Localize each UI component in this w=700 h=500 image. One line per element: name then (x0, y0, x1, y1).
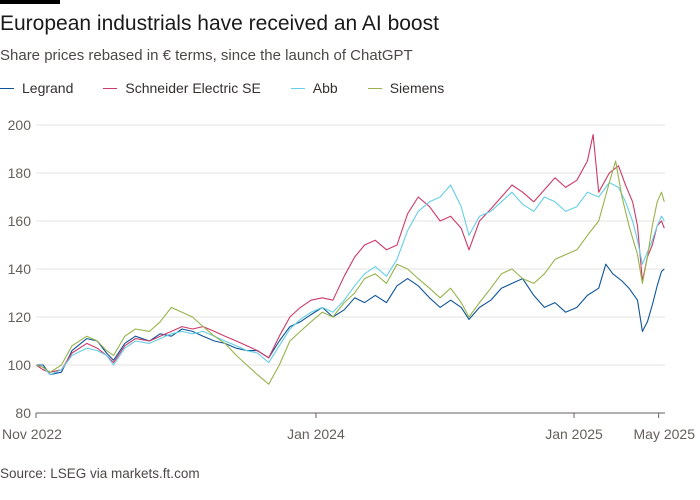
x-tick-label: May 2025 (634, 426, 696, 442)
x-tick-label: Nov 2022 (2, 426, 62, 442)
legend-item-legrand: Legrand (0, 80, 73, 96)
legend-item-abb: Abb (290, 80, 338, 96)
y-tick-label: 120 (8, 309, 32, 325)
legend-label: Abb (312, 80, 338, 96)
legend-swatch (0, 87, 14, 89)
legend-label: Schneider Electric SE (125, 80, 261, 96)
line-chart: 80 100 120 140 160 180 200 Nov 2022 Jan 2024 Jan … (2, 117, 696, 442)
legend-item-schneider-electric-se: Schneider Electric SE (103, 80, 261, 96)
series-line-schneider-electric-se (35, 134, 665, 373)
y-tick-label: 140 (8, 261, 32, 277)
legend-swatch (103, 87, 118, 89)
legend-swatch (290, 87, 305, 89)
x-tick-label: Jan 2024 (287, 426, 345, 442)
x-tick-label: Jan 2025 (545, 426, 603, 442)
chart-title: European industrials have received an AI… (0, 12, 439, 35)
legend-item-siemens: Siemens (367, 80, 445, 96)
series-line-abb (35, 182, 665, 376)
series-line-siemens (35, 160, 665, 385)
y-tick-label: 160 (8, 213, 32, 229)
y-tick-label: 180 (8, 165, 32, 181)
ft-accent-bar (0, 0, 60, 4)
legend-label: Legrand (22, 80, 74, 96)
y-tick-label: 100 (8, 357, 32, 373)
chart-subtitle: Share prices rebased in € terms, since t… (0, 47, 413, 64)
legend-label: Siemens (389, 80, 445, 96)
series-line-legrand (36, 263, 665, 376)
legend-swatch (367, 87, 382, 89)
legend: Legrand Schneider Electric SE Abb Siemens (0, 80, 474, 96)
y-tick-label: 80 (15, 405, 31, 421)
source-note: Source: LSEG via markets.ft.com (0, 466, 200, 481)
y-tick-label: 200 (8, 117, 32, 133)
